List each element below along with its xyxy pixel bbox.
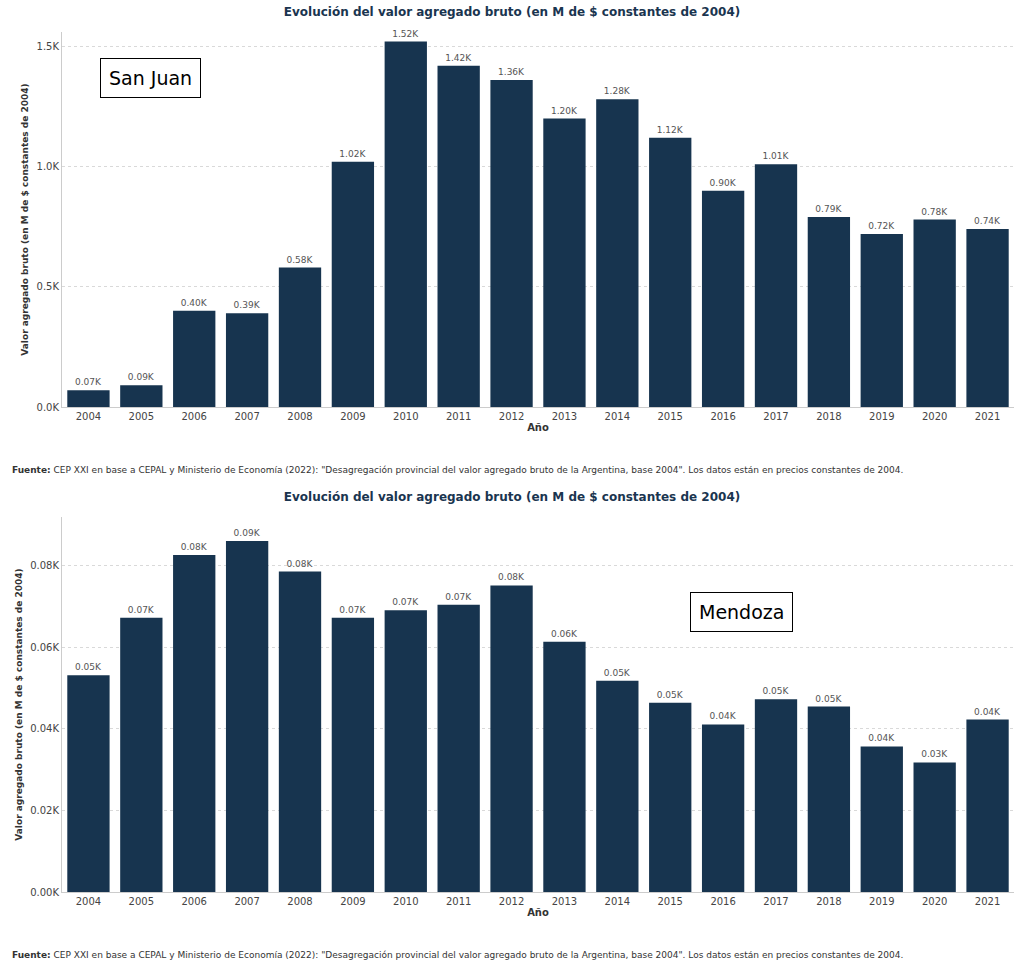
svg-text:0.79K: 0.79K bbox=[815, 204, 842, 214]
svg-text:2020: 2020 bbox=[922, 896, 947, 907]
svg-text:2010: 2010 bbox=[393, 411, 418, 422]
svg-text:0.05K: 0.05K bbox=[762, 686, 789, 696]
svg-text:2006: 2006 bbox=[181, 411, 206, 422]
svg-text:2011: 2011 bbox=[446, 411, 471, 422]
svg-text:2015: 2015 bbox=[657, 896, 682, 907]
svg-text:Valor agregado bruto (en M de: Valor agregado bruto (en M de $ constant… bbox=[14, 568, 24, 840]
svg-text:2015: 2015 bbox=[657, 411, 682, 422]
svg-text:2004: 2004 bbox=[76, 411, 101, 422]
svg-text:2013: 2013 bbox=[552, 896, 577, 907]
svg-text:0.03K: 0.03K bbox=[921, 749, 948, 759]
svg-text:2009: 2009 bbox=[340, 896, 365, 907]
svg-text:2017: 2017 bbox=[763, 411, 788, 422]
svg-text:0.08K: 0.08K bbox=[498, 572, 525, 582]
svg-text:Fuente: CEP XXI en base a CEPA: Fuente: CEP XXI en base a CEPAL y Minist… bbox=[12, 950, 903, 960]
svg-text:2009: 2009 bbox=[340, 411, 365, 422]
svg-text:0.05K: 0.05K bbox=[657, 690, 684, 700]
svg-text:0.00K: 0.00K bbox=[30, 887, 59, 898]
svg-text:0.05K: 0.05K bbox=[75, 662, 102, 672]
svg-text:1.02K: 1.02K bbox=[339, 149, 366, 159]
svg-text:Valor agregado bruto (en M de: Valor agregado bruto (en M de $ constant… bbox=[20, 83, 30, 355]
svg-text:2005: 2005 bbox=[129, 896, 154, 907]
svg-text:0.07K: 0.07K bbox=[392, 597, 419, 607]
svg-text:2007: 2007 bbox=[234, 896, 259, 907]
svg-text:2007: 2007 bbox=[234, 411, 259, 422]
svg-text:2016: 2016 bbox=[710, 411, 735, 422]
svg-text:1.20K: 1.20K bbox=[551, 106, 578, 116]
svg-text:2021: 2021 bbox=[975, 896, 1000, 907]
svg-text:Mendoza: Mendoza bbox=[699, 601, 784, 623]
svg-text:0.72K: 0.72K bbox=[868, 221, 895, 231]
svg-text:0.07K: 0.07K bbox=[445, 592, 472, 602]
svg-text:2008: 2008 bbox=[287, 411, 312, 422]
svg-text:2005: 2005 bbox=[129, 411, 154, 422]
svg-text:2020: 2020 bbox=[922, 411, 947, 422]
svg-text:2013: 2013 bbox=[552, 411, 577, 422]
svg-text:1.5K: 1.5K bbox=[37, 41, 60, 52]
svg-text:0.08K: 0.08K bbox=[181, 542, 208, 552]
svg-text:1.36K: 1.36K bbox=[498, 67, 525, 77]
svg-text:2006: 2006 bbox=[181, 896, 206, 907]
svg-text:0.09K: 0.09K bbox=[128, 372, 155, 382]
svg-text:0.08K: 0.08K bbox=[286, 559, 313, 569]
svg-text:2012: 2012 bbox=[499, 896, 524, 907]
svg-text:0.07K: 0.07K bbox=[75, 377, 102, 387]
svg-text:2021: 2021 bbox=[975, 411, 1000, 422]
svg-text:0.58K: 0.58K bbox=[286, 255, 313, 265]
svg-text:0.02K: 0.02K bbox=[30, 805, 59, 816]
svg-text:0.40K: 0.40K bbox=[181, 298, 208, 308]
svg-text:Evolución del valor agregado b: Evolución del valor agregado bruto (en M… bbox=[284, 5, 740, 19]
svg-text:1.28K: 1.28K bbox=[604, 86, 631, 96]
svg-text:2017: 2017 bbox=[763, 896, 788, 907]
svg-text:0.0K: 0.0K bbox=[37, 402, 60, 413]
svg-text:1.0K: 1.0K bbox=[37, 161, 60, 172]
svg-text:2018: 2018 bbox=[816, 411, 841, 422]
svg-text:Fuente: CEP XXI en base a CEPA: Fuente: CEP XXI en base a CEPAL y Minist… bbox=[12, 465, 903, 475]
svg-text:2004: 2004 bbox=[76, 896, 101, 907]
svg-text:2018: 2018 bbox=[816, 896, 841, 907]
svg-text:2019: 2019 bbox=[869, 896, 894, 907]
svg-text:1.12K: 1.12K bbox=[657, 125, 684, 135]
svg-text:0.05K: 0.05K bbox=[604, 668, 631, 678]
svg-text:2019: 2019 bbox=[869, 411, 894, 422]
svg-text:2008: 2008 bbox=[287, 896, 312, 907]
svg-text:0.5K: 0.5K bbox=[37, 281, 60, 292]
svg-text:2011: 2011 bbox=[446, 896, 471, 907]
svg-text:0.39K: 0.39K bbox=[234, 300, 261, 310]
svg-text:1.42K: 1.42K bbox=[445, 53, 472, 63]
svg-text:0.78K: 0.78K bbox=[921, 207, 948, 217]
svg-text:2016: 2016 bbox=[710, 896, 735, 907]
svg-text:0.06K: 0.06K bbox=[551, 629, 578, 639]
svg-text:0.07K: 0.07K bbox=[339, 605, 366, 615]
svg-text:0.08K: 0.08K bbox=[30, 560, 59, 571]
svg-text:San Juan: San Juan bbox=[109, 67, 192, 89]
svg-text:0.09K: 0.09K bbox=[234, 528, 261, 538]
svg-text:0.07K: 0.07K bbox=[128, 605, 155, 615]
svg-text:1.52K: 1.52K bbox=[392, 29, 419, 39]
svg-text:Año: Año bbox=[527, 907, 549, 918]
svg-text:2014: 2014 bbox=[605, 896, 630, 907]
svg-text:2014: 2014 bbox=[605, 411, 630, 422]
svg-text:0.04K: 0.04K bbox=[30, 723, 59, 734]
svg-text:2010: 2010 bbox=[393, 896, 418, 907]
svg-text:0.05K: 0.05K bbox=[815, 694, 842, 704]
svg-text:0.06K: 0.06K bbox=[30, 642, 59, 653]
svg-text:Año: Año bbox=[527, 422, 549, 433]
svg-text:0.74K: 0.74K bbox=[974, 216, 1001, 226]
svg-text:0.04K: 0.04K bbox=[710, 711, 737, 721]
svg-text:1.01K: 1.01K bbox=[762, 151, 789, 161]
svg-text:0.04K: 0.04K bbox=[868, 733, 895, 743]
svg-text:2012: 2012 bbox=[499, 411, 524, 422]
svg-text:0.90K: 0.90K bbox=[710, 178, 737, 188]
svg-text:0.04K: 0.04K bbox=[974, 707, 1001, 717]
svg-text:Evolución del valor agregado b: Evolución del valor agregado bruto (en M… bbox=[284, 490, 740, 504]
